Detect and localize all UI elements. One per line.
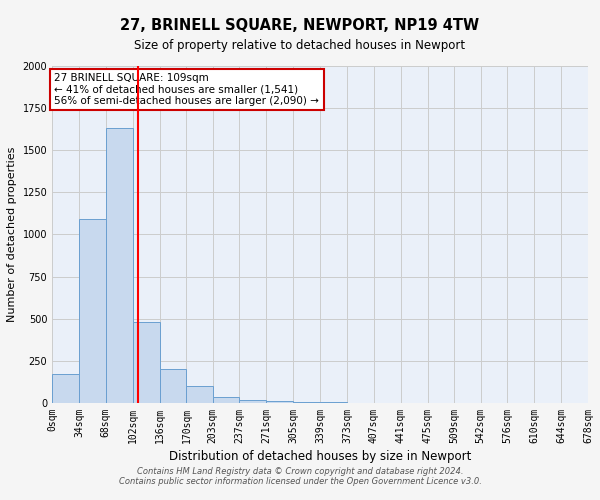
Bar — [187, 386, 212, 403]
X-axis label: Distribution of detached houses by size in Newport: Distribution of detached houses by size … — [169, 450, 471, 463]
Bar — [239, 400, 266, 403]
Bar — [79, 220, 106, 403]
Bar — [160, 370, 187, 403]
Bar — [106, 128, 133, 403]
Bar — [320, 402, 347, 403]
Text: 27, BRINELL SQUARE, NEWPORT, NP19 4TW: 27, BRINELL SQUARE, NEWPORT, NP19 4TW — [121, 18, 479, 32]
Bar — [212, 397, 239, 403]
Bar — [293, 402, 320, 403]
Text: 27 BRINELL SQUARE: 109sqm
← 41% of detached houses are smaller (1,541)
56% of se: 27 BRINELL SQUARE: 109sqm ← 41% of detac… — [55, 72, 319, 106]
Bar — [266, 402, 293, 403]
Bar — [133, 322, 160, 403]
Y-axis label: Number of detached properties: Number of detached properties — [7, 147, 17, 322]
Text: Size of property relative to detached houses in Newport: Size of property relative to detached ho… — [134, 39, 466, 52]
Text: Contains HM Land Registry data © Crown copyright and database right 2024.
Contai: Contains HM Land Registry data © Crown c… — [119, 466, 481, 486]
Bar — [52, 374, 79, 403]
